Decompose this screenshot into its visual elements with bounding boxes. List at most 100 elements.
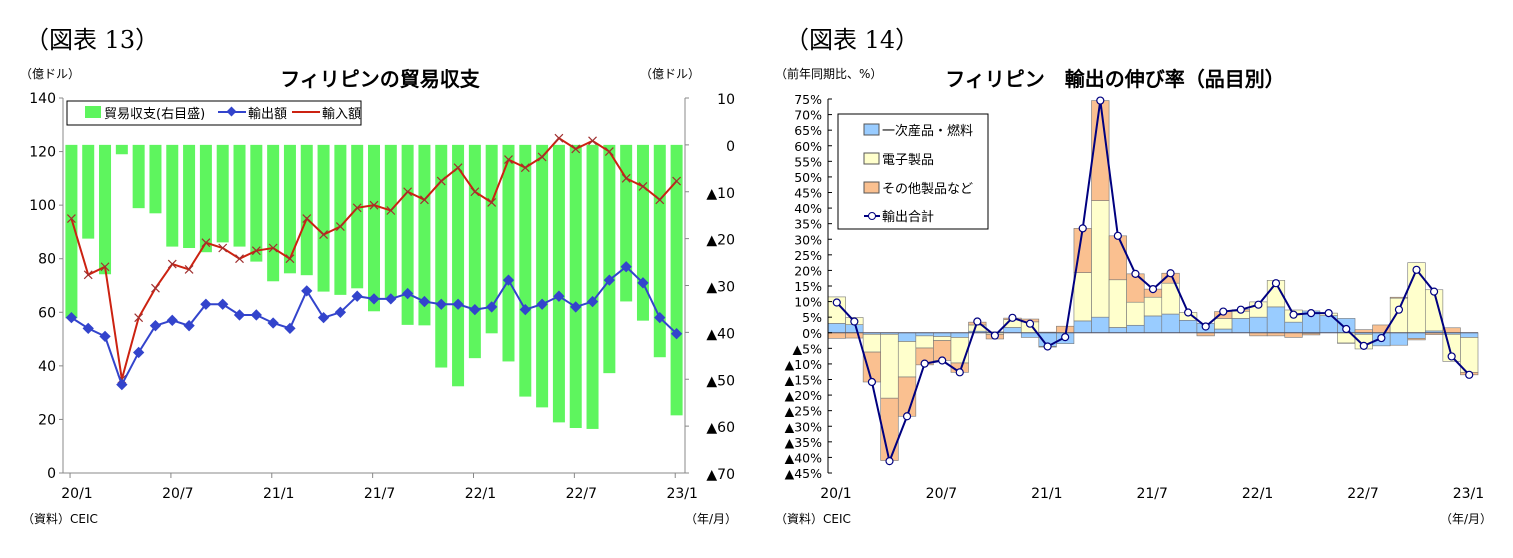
- electronics-bar: [880, 334, 899, 399]
- primary-bar: [933, 332, 952, 337]
- total-point: [990, 331, 999, 340]
- legend-swatch-other: [863, 181, 880, 194]
- left-tick-label: 80: [38, 252, 56, 268]
- balance-bar: [536, 144, 549, 408]
- imports-point: [201, 238, 211, 248]
- electronics-bar: [915, 335, 934, 349]
- imports-point: [134, 313, 144, 323]
- balance-bar: [435, 144, 448, 368]
- exports-point: [654, 311, 666, 324]
- total-point: [920, 359, 929, 368]
- balance-bar: [216, 144, 229, 243]
- imports-point: [319, 230, 328, 240]
- balance-bar: [317, 144, 330, 292]
- primary-bar: [845, 324, 864, 334]
- total-point: [885, 457, 894, 466]
- imports-point: [167, 259, 177, 269]
- balance-bar: [368, 144, 380, 312]
- exports-point: [536, 298, 548, 310]
- exports-point: [149, 320, 162, 332]
- exports-point: [435, 298, 447, 310]
- y-tick-label: 10%: [794, 295, 822, 310]
- exports-point: [519, 303, 531, 316]
- imports-point: [655, 195, 665, 205]
- electronics-bar: [1424, 289, 1444, 332]
- x-tick-label: 20/1: [820, 486, 851, 502]
- imports-point: [369, 200, 379, 210]
- imports-point: [302, 214, 312, 223]
- legend-box: [837, 113, 989, 230]
- exports-point: [116, 378, 128, 391]
- balance-bar: [468, 144, 481, 359]
- imports-point: [621, 173, 631, 183]
- x-tick-label: 23/1: [1453, 486, 1484, 502]
- left-tick-label: 40: [38, 359, 56, 375]
- exports-point: [82, 322, 94, 335]
- exports-point: [132, 346, 145, 359]
- right-tick-label: 0: [726, 139, 735, 155]
- imports-point: [604, 147, 614, 156]
- total-point: [1307, 309, 1316, 318]
- y-tick-label: ▲15%: [785, 373, 823, 388]
- electronics-bar: [1389, 297, 1409, 334]
- imports-point: [588, 136, 597, 146]
- balance-bar: [384, 144, 397, 299]
- y-tick-label: 50%: [794, 170, 822, 185]
- exports-point: [183, 320, 195, 332]
- exports-point: [401, 287, 414, 300]
- total-point: [1447, 352, 1456, 361]
- balance-bar: [569, 144, 582, 428]
- right-tick-label: ▲60: [706, 420, 735, 436]
- total-point: [1025, 319, 1035, 328]
- balance-bar: [620, 144, 633, 302]
- imports-point: [184, 265, 194, 274]
- balance-bar: [670, 144, 683, 416]
- electronics-bar: [897, 341, 917, 378]
- imports-point: [66, 214, 76, 223]
- balance-bar: [502, 144, 515, 362]
- legend-label-exports: 輸出額: [248, 107, 287, 122]
- right-tick-label: ▲30: [706, 280, 735, 296]
- exports-point: [267, 317, 279, 329]
- total-point: [902, 412, 912, 421]
- imports-point: [436, 176, 446, 186]
- legend-swatch-electronics: [863, 152, 880, 165]
- total-point: [1324, 309, 1333, 318]
- y-tick-label: 15%: [794, 279, 822, 294]
- imports-point: [335, 222, 345, 231]
- legend-swatch-balance: [85, 106, 101, 118]
- primary-bar: [1073, 320, 1092, 334]
- y-tick-label: 65%: [794, 123, 822, 138]
- primary-bar: [1020, 332, 1040, 338]
- primary-bar: [1249, 316, 1268, 334]
- total-point: [1254, 300, 1263, 309]
- y-tick-label: 30%: [794, 232, 822, 247]
- imports-point: [235, 254, 244, 264]
- primary-bar: [1407, 332, 1426, 339]
- total-point: [1113, 231, 1122, 240]
- y-tick-label: 40%: [794, 201, 822, 216]
- y-tick-label: 20%: [794, 263, 822, 278]
- right-tick-label: ▲40: [706, 326, 735, 342]
- balance-bar: [166, 144, 179, 247]
- balance-bar: [267, 144, 280, 282]
- total-point: [1008, 313, 1017, 322]
- balance-bar: [300, 144, 313, 276]
- total-point: [1236, 305, 1245, 314]
- balance-bar: [99, 144, 112, 275]
- y-tick-label: 5%: [802, 310, 822, 325]
- balance-bar: [132, 144, 145, 209]
- right-tick-label: ▲20: [706, 233, 735, 249]
- electronics-bar: [1091, 200, 1110, 318]
- imports-point: [151, 283, 160, 293]
- legend-label-imports: 輸入額: [322, 107, 361, 122]
- total-point: [1043, 342, 1052, 351]
- imports-point: [285, 254, 295, 264]
- imports-point: [537, 152, 547, 162]
- imports-point: [638, 181, 648, 191]
- source-note: （資料）CEIC: [22, 512, 98, 526]
- y-tick-label: ▲25%: [785, 404, 823, 419]
- exports-point: [586, 295, 599, 308]
- y-tick-label: 55%: [794, 154, 822, 169]
- y-tick-label: ▲10%: [785, 357, 823, 372]
